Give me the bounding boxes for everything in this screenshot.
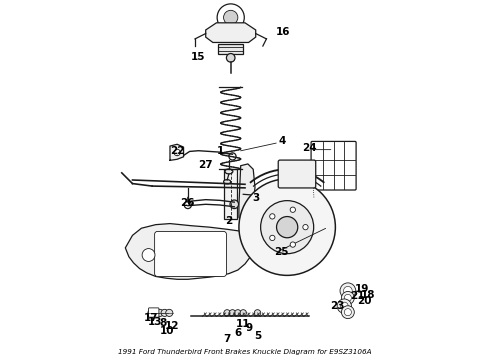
Text: 9: 9 (245, 323, 252, 333)
Text: 25: 25 (274, 247, 289, 257)
Circle shape (343, 287, 352, 295)
Text: 13: 13 (147, 317, 162, 327)
Circle shape (341, 302, 348, 310)
Text: 2: 2 (225, 216, 233, 226)
Circle shape (230, 200, 239, 208)
Text: 24: 24 (302, 143, 317, 153)
Circle shape (261, 201, 314, 254)
FancyBboxPatch shape (155, 231, 226, 276)
Bar (218, 44, 243, 54)
Circle shape (174, 149, 180, 156)
Polygon shape (239, 164, 255, 223)
Text: 10: 10 (160, 326, 175, 336)
Circle shape (142, 249, 155, 261)
FancyBboxPatch shape (278, 160, 316, 188)
Circle shape (340, 283, 356, 298)
Circle shape (166, 309, 173, 316)
Text: 16: 16 (275, 27, 290, 37)
Circle shape (239, 179, 335, 275)
Text: 21: 21 (350, 291, 365, 301)
Circle shape (250, 192, 258, 199)
Polygon shape (125, 224, 254, 279)
Text: 11: 11 (236, 319, 250, 329)
Circle shape (224, 310, 230, 316)
Bar (224, 169, 237, 219)
Circle shape (276, 217, 298, 238)
Text: 5: 5 (254, 332, 261, 342)
Circle shape (254, 310, 261, 316)
Circle shape (342, 306, 354, 319)
Circle shape (342, 292, 354, 304)
Circle shape (303, 225, 308, 230)
Text: 22: 22 (170, 147, 184, 157)
Circle shape (290, 242, 295, 247)
Circle shape (337, 299, 351, 313)
Text: 1991 Ford Thunderbird Front Brakes Knuckle Diagram for E9SZ3106A: 1991 Ford Thunderbird Front Brakes Knuck… (118, 348, 372, 355)
Circle shape (290, 207, 295, 212)
Circle shape (229, 310, 236, 316)
Circle shape (161, 309, 168, 316)
Circle shape (156, 309, 164, 316)
Circle shape (223, 10, 238, 24)
Text: 6: 6 (234, 328, 242, 338)
Ellipse shape (225, 169, 233, 174)
Text: 12: 12 (165, 321, 179, 332)
Circle shape (148, 309, 155, 316)
Circle shape (235, 310, 241, 316)
Polygon shape (170, 144, 184, 160)
Circle shape (344, 309, 351, 316)
Circle shape (226, 54, 235, 62)
Text: 3: 3 (252, 193, 259, 203)
Text: 1: 1 (217, 147, 223, 157)
Circle shape (270, 214, 275, 219)
Text: 8: 8 (159, 318, 167, 328)
Text: 19: 19 (355, 284, 369, 294)
Circle shape (270, 235, 275, 240)
Circle shape (240, 310, 246, 316)
FancyBboxPatch shape (311, 141, 356, 190)
Text: 20: 20 (358, 296, 372, 306)
Text: 7: 7 (223, 334, 231, 344)
Polygon shape (206, 23, 256, 42)
Circle shape (184, 202, 192, 208)
Circle shape (344, 294, 351, 301)
Text: 18: 18 (361, 290, 376, 300)
Text: 15: 15 (191, 52, 205, 62)
FancyBboxPatch shape (148, 308, 159, 317)
Text: 26: 26 (180, 198, 195, 208)
Text: 27: 27 (197, 159, 212, 170)
Circle shape (229, 153, 236, 160)
Text: 4: 4 (279, 136, 286, 146)
Circle shape (152, 309, 159, 316)
Ellipse shape (223, 180, 231, 184)
Text: 23: 23 (330, 301, 344, 311)
Circle shape (217, 4, 245, 31)
Text: 17: 17 (144, 312, 159, 323)
